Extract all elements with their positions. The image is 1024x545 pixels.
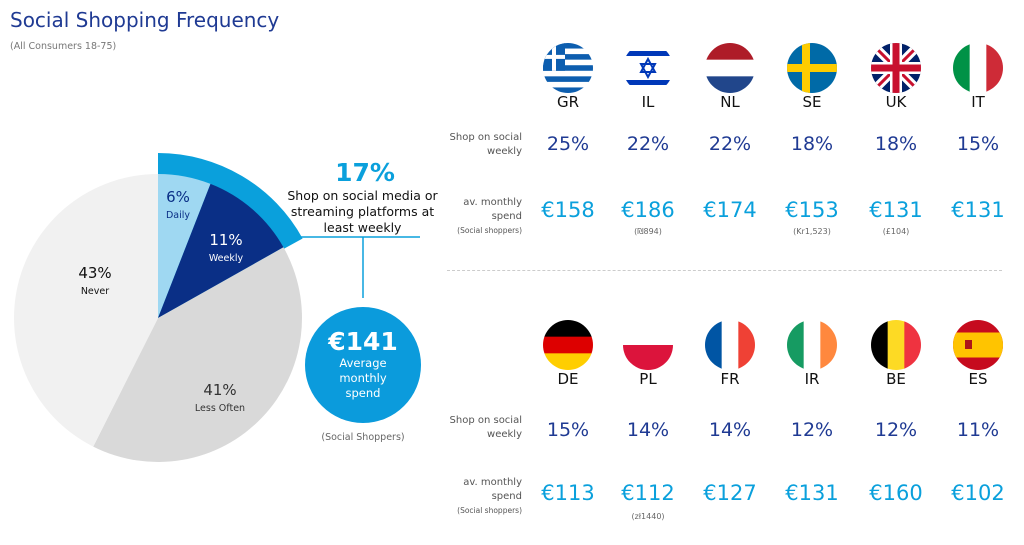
flag-greece-icon [543, 43, 593, 93]
label-line: av. monthly [463, 477, 522, 488]
page-title: Social Shopping Frequency [10, 8, 280, 32]
weekly-share-value: 15% [546, 419, 590, 441]
monthly-spend-value: €160 [869, 481, 923, 505]
pie-slice-never [14, 174, 158, 447]
country-code: ES [968, 370, 988, 388]
flag-israel-icon [623, 43, 673, 93]
monthly-spend-value: €158 [541, 198, 595, 222]
country-code: IT [971, 93, 985, 111]
local-currency-spend: (₪894) [634, 227, 662, 236]
weekly-share-value: 11% [956, 419, 1000, 441]
monthly-spend-value: €174 [703, 198, 757, 222]
weekly-share-value: 15% [956, 133, 1000, 155]
pie-slice-weekly [158, 183, 284, 318]
weekly-share-value: 12% [790, 419, 834, 441]
monthly-spend-value: €186 [621, 198, 675, 222]
country-code: UK [885, 93, 907, 111]
country-code: FR [720, 370, 740, 388]
pie-slice-daily [158, 174, 211, 318]
weekly-share-value: 18% [790, 133, 834, 155]
country-code: GR [556, 93, 580, 111]
avg-spend-bubble: €141 Average monthly spend [305, 307, 421, 423]
flag-poland-icon [623, 320, 673, 370]
slice-value-label: 41% [203, 381, 236, 399]
weekly-share-value: 22% [626, 133, 670, 155]
monthly-spend-value: €112 [621, 481, 675, 505]
weekly-share-value: 22% [708, 133, 752, 155]
weekly-row-label-bottom: Shop on social weekly [450, 414, 522, 442]
slice-value-label: 43% [78, 264, 111, 282]
weekly-share-value: 25% [546, 133, 590, 155]
spend-row-label-bottom: av. monthly spend (Social shoppers) [457, 476, 522, 518]
monthly-spend-value: €113 [541, 481, 595, 505]
monthly-spend-value: €127 [703, 481, 757, 505]
country-code: SE [802, 93, 822, 111]
pie-chart: 6% Daily 11% Weekly 41% Less Often 43% Never [14, 153, 420, 462]
label-line: Shop on social [449, 415, 522, 426]
slice-category-label: Never [81, 286, 109, 297]
weekly-row-label-top: Shop on social weekly [450, 131, 522, 159]
slice-value-label: 6% [166, 188, 190, 206]
monthly-spend-value: €102 [951, 481, 1005, 505]
flag-spain-icon [953, 320, 1003, 370]
local-currency-spend: (£104) [882, 227, 910, 236]
label-line: spend [491, 211, 522, 222]
flag-france-icon [705, 320, 755, 370]
slice-category-label: Less Often [195, 403, 245, 414]
flag-uk-icon [871, 43, 921, 93]
country-code: IL [641, 93, 655, 111]
weekly-share-value: 12% [874, 419, 918, 441]
country-code: BE [886, 370, 906, 388]
avg-spend-label-3: spend [345, 386, 381, 400]
label-line: spend [491, 491, 522, 502]
slice-category-label: Weekly [209, 253, 244, 264]
flag-ireland-icon [787, 320, 837, 370]
local-currency-spend: (zł1440) [631, 512, 665, 521]
pie-slice-less-often [93, 247, 302, 462]
country-code: PL [639, 370, 657, 388]
flag-germany-icon [543, 320, 593, 370]
monthly-spend-value: €153 [785, 198, 839, 222]
label-line: weekly [487, 429, 522, 440]
label-note: (Social shoppers) [457, 506, 522, 515]
label-line: weekly [487, 146, 522, 157]
label-line: av. monthly [463, 197, 522, 208]
weekly-share-value: 14% [626, 419, 670, 441]
avg-spend-label-1: Average [339, 356, 387, 370]
local-currency-spend: (Kr1,523) [793, 227, 831, 236]
label-line: Shop on social [449, 132, 522, 143]
country-code: NL [720, 93, 740, 111]
avg-spend-value: €141 [328, 327, 398, 356]
spend-row-label-top: av. monthly spend (Social shoppers) [457, 196, 522, 238]
country-code: DE [557, 370, 579, 388]
monthly-spend-value: €131 [951, 198, 1005, 222]
slice-category-label: Daily [166, 210, 190, 221]
monthly-spend-value: €131 [869, 198, 923, 222]
page-subtitle: (All Consumers 18-75) [10, 41, 117, 52]
callout-text: Shop on social media or streaming platfo… [287, 188, 438, 235]
flag-netherlands-icon [705, 43, 755, 93]
flag-italy-icon [953, 43, 1003, 93]
country-code: IR [804, 370, 820, 388]
monthly-spend-value: €131 [785, 481, 839, 505]
flag-belgium-icon [871, 320, 921, 370]
avg-spend-note: (Social Shoppers) [321, 432, 405, 443]
callout-percent: 17% [335, 158, 395, 187]
flag-sweden-icon [787, 43, 837, 93]
weekly-share-value: 14% [708, 419, 752, 441]
avg-spend-label-2: monthly [339, 371, 387, 385]
row-separator [447, 270, 1002, 271]
slice-value-label: 11% [209, 231, 242, 249]
label-note: (Social shoppers) [457, 226, 522, 235]
weekly-share-value: 18% [874, 133, 918, 155]
